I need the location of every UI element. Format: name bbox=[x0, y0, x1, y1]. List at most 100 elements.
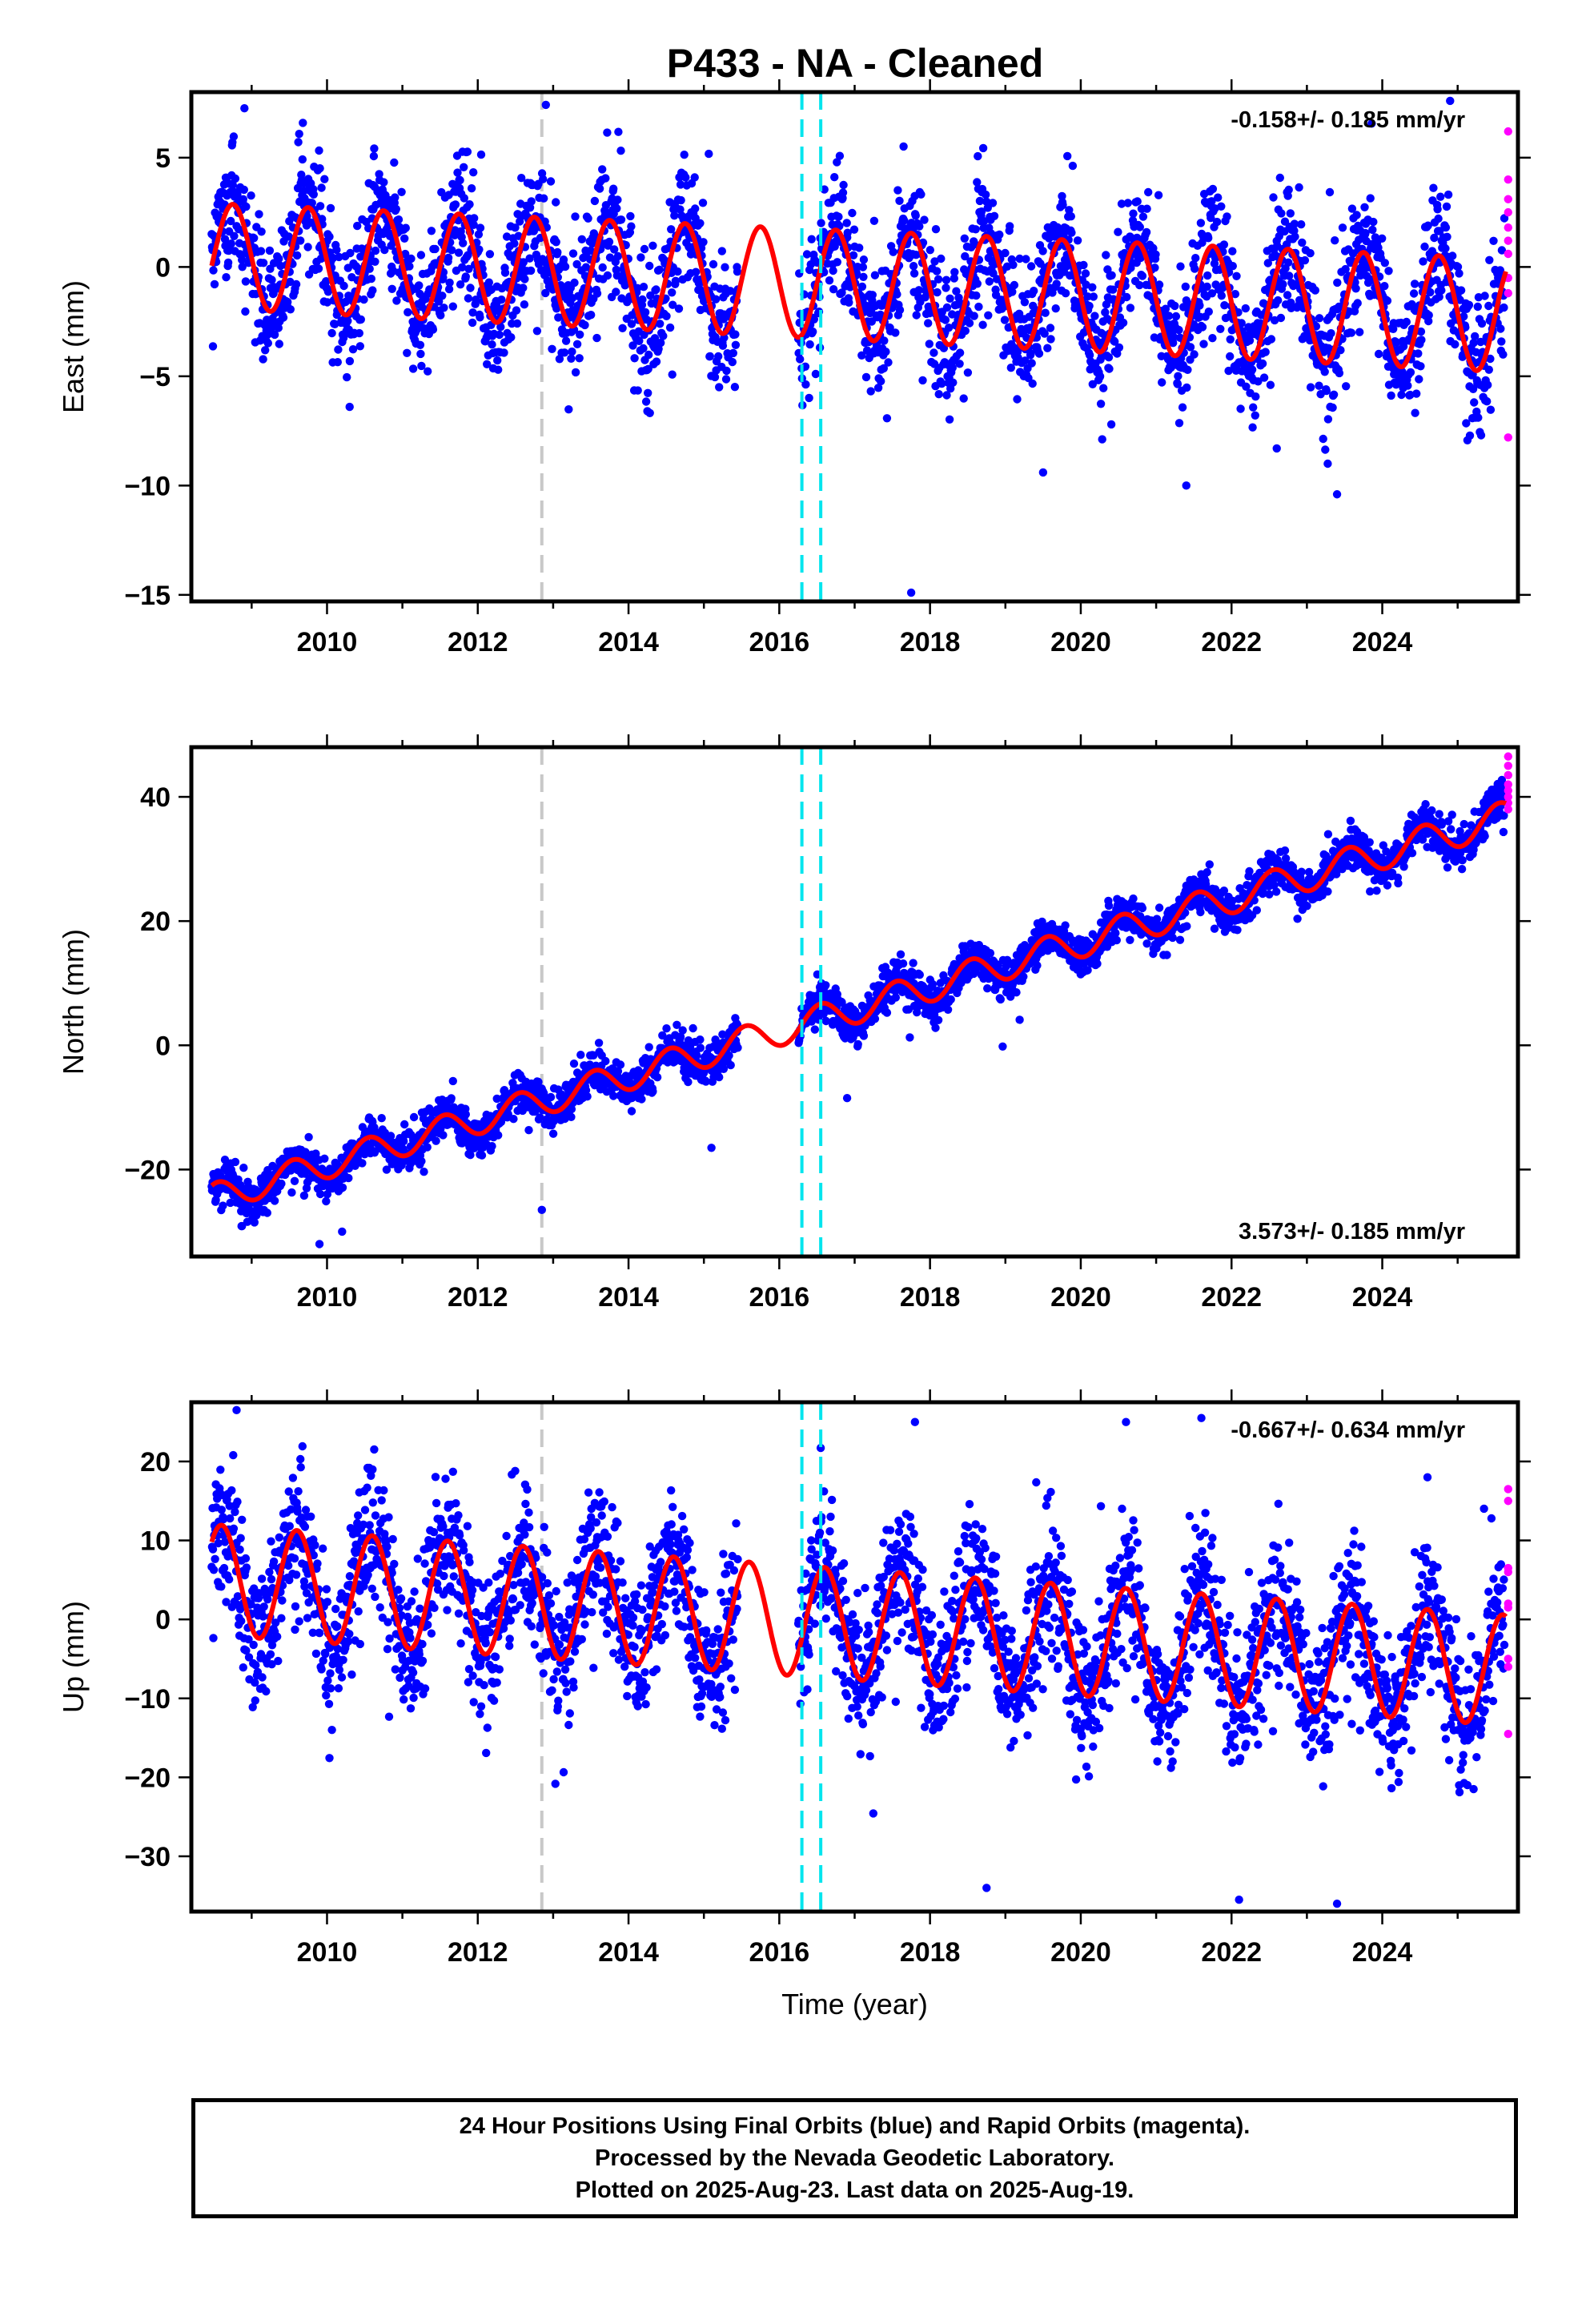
east-point bbox=[961, 326, 970, 336]
east-point bbox=[438, 292, 447, 300]
north-point bbox=[634, 1066, 643, 1075]
east-point bbox=[1251, 392, 1260, 401]
north-point bbox=[601, 1056, 610, 1066]
east-point bbox=[390, 158, 399, 167]
east-point bbox=[1117, 199, 1126, 208]
east-point bbox=[1105, 364, 1114, 373]
east-point bbox=[698, 199, 708, 207]
east-point bbox=[645, 408, 654, 417]
east-point bbox=[512, 319, 522, 328]
east-point bbox=[553, 247, 562, 257]
east-point bbox=[973, 178, 982, 187]
east-point bbox=[417, 361, 426, 371]
east-point bbox=[1173, 380, 1182, 388]
east-point bbox=[948, 364, 958, 372]
north-point bbox=[1019, 972, 1028, 981]
east-point bbox=[1397, 390, 1406, 400]
east-point bbox=[721, 263, 729, 271]
east-point bbox=[711, 295, 721, 304]
east-point bbox=[483, 360, 492, 368]
east-point bbox=[592, 333, 601, 343]
east-point bbox=[731, 340, 741, 349]
east-point bbox=[1082, 280, 1090, 289]
east-point bbox=[1226, 352, 1235, 361]
east-point bbox=[809, 315, 818, 324]
east-point bbox=[472, 296, 480, 304]
east-point bbox=[1237, 319, 1246, 328]
east-point bbox=[303, 243, 312, 251]
east-point bbox=[356, 315, 365, 324]
east-x-tick-label: 2010 bbox=[297, 627, 358, 657]
east-point bbox=[387, 284, 396, 293]
east-point bbox=[696, 219, 705, 227]
east-rapid-point bbox=[1504, 223, 1512, 232]
east-point bbox=[848, 208, 857, 218]
east-point bbox=[1195, 301, 1204, 310]
north-point bbox=[718, 1030, 727, 1039]
east-point bbox=[577, 235, 586, 243]
east-point bbox=[1451, 340, 1460, 349]
east-point bbox=[371, 257, 379, 266]
east-point bbox=[1098, 435, 1106, 444]
east-point bbox=[239, 185, 248, 195]
east-point bbox=[572, 259, 581, 269]
east-point bbox=[456, 280, 465, 289]
east-point bbox=[1196, 219, 1206, 227]
east-point bbox=[1267, 335, 1276, 344]
east-point bbox=[315, 164, 324, 173]
east-point bbox=[934, 275, 943, 283]
east-point bbox=[299, 119, 307, 127]
east-point bbox=[1328, 403, 1337, 412]
east-point bbox=[668, 370, 677, 379]
east-point bbox=[209, 266, 218, 275]
east-point bbox=[817, 219, 825, 227]
east-point bbox=[639, 283, 648, 292]
north-point bbox=[420, 1168, 428, 1176]
east-point bbox=[671, 276, 681, 285]
east-point bbox=[231, 174, 240, 183]
east-point bbox=[1089, 292, 1098, 301]
east-point bbox=[512, 306, 521, 315]
east-point bbox=[327, 328, 336, 338]
east-point bbox=[893, 290, 901, 299]
east-point bbox=[627, 222, 636, 231]
east-point bbox=[1224, 366, 1233, 376]
north-point bbox=[311, 1149, 320, 1158]
east-point bbox=[640, 308, 650, 317]
north-point bbox=[909, 959, 917, 967]
east-point bbox=[644, 350, 653, 360]
east-point bbox=[959, 394, 968, 403]
east-point bbox=[954, 293, 963, 302]
east-point bbox=[1331, 236, 1339, 245]
east-model-curve bbox=[209, 202, 1508, 373]
north-point bbox=[509, 1115, 518, 1124]
east-point bbox=[581, 263, 591, 271]
east-point bbox=[1429, 183, 1438, 192]
north-data-layer bbox=[207, 747, 1512, 1256]
north-point bbox=[931, 1023, 940, 1032]
east-point bbox=[405, 262, 414, 271]
chart-panels: 2010 2012 2014 2016 2018 2020 2022 202450−5−10−… bbox=[57, 79, 1531, 2020]
east-point bbox=[560, 262, 570, 271]
east-rapid-point bbox=[1504, 249, 1512, 259]
east-point bbox=[1406, 368, 1415, 377]
north-point bbox=[377, 1114, 386, 1123]
east-point bbox=[571, 212, 580, 221]
east-point bbox=[242, 202, 251, 211]
east-point bbox=[1207, 289, 1217, 298]
east-point bbox=[1079, 260, 1088, 270]
north-point bbox=[943, 1005, 953, 1015]
east-point bbox=[855, 243, 864, 252]
east-point bbox=[1207, 197, 1216, 206]
east-point bbox=[1335, 368, 1344, 378]
east-point bbox=[476, 313, 484, 322]
east-point bbox=[567, 354, 576, 363]
east-point bbox=[476, 150, 486, 159]
east-point bbox=[1081, 269, 1090, 278]
east-point bbox=[879, 364, 889, 373]
east-point bbox=[692, 267, 701, 276]
east-point bbox=[1261, 348, 1270, 356]
east-point bbox=[468, 308, 477, 317]
east-point bbox=[930, 348, 938, 357]
east-point bbox=[995, 230, 1004, 239]
